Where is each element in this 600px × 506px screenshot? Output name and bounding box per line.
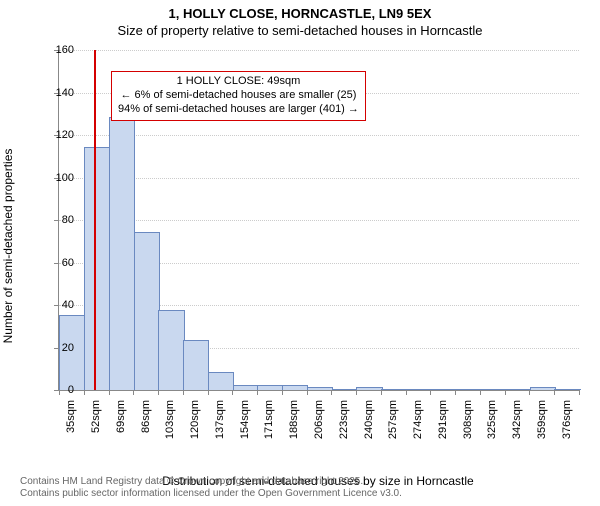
- histogram-bar: [307, 387, 333, 390]
- xtick-label: 154sqm: [239, 400, 251, 439]
- xtick-mark: [307, 390, 308, 395]
- footer-line-2: Contains public sector information licen…: [20, 488, 402, 500]
- histogram-bar: [134, 232, 160, 390]
- histogram-bar: [431, 389, 457, 390]
- xtick-label: 171sqm: [263, 400, 275, 439]
- xtick-mark: [505, 390, 506, 395]
- annotation-line: 94% of semi-detached houses are larger (…: [118, 103, 359, 117]
- xtick-mark: [430, 390, 431, 395]
- xtick-label: 120sqm: [189, 400, 201, 439]
- xtick-label: 376sqm: [561, 400, 573, 439]
- xtick-label: 308sqm: [462, 400, 474, 439]
- xtick-mark: [257, 390, 258, 395]
- xtick-mark: [356, 390, 357, 395]
- histogram-chart: Number of semi-detached properties 35sqm…: [0, 46, 600, 441]
- page-subtitle: Size of property relative to semi-detach…: [0, 23, 600, 38]
- xtick-label: 52sqm: [90, 400, 102, 433]
- xtick-label: 240sqm: [363, 400, 375, 439]
- xtick-label: 206sqm: [313, 400, 325, 439]
- xtick-mark: [331, 390, 332, 395]
- xtick-mark: [133, 390, 134, 395]
- xtick-mark: [109, 390, 110, 395]
- xtick-mark: [455, 390, 456, 395]
- histogram-bar: [381, 389, 407, 390]
- gridline: [59, 50, 579, 51]
- xtick-label: 69sqm: [115, 400, 127, 433]
- xtick-mark: [183, 390, 184, 395]
- histogram-bar: [332, 389, 358, 390]
- xtick-label: 325sqm: [486, 400, 498, 439]
- histogram-bar: [158, 310, 184, 390]
- footer-line-1: Contains HM Land Registry data © Crown c…: [20, 476, 402, 488]
- histogram-bar: [530, 387, 556, 390]
- ytick-label: 20: [34, 342, 74, 354]
- page-title-address: 1, HOLLY CLOSE, HORNCASTLE, LN9 5EX: [0, 6, 600, 21]
- annotation-line: 1 HOLLY CLOSE: 49sqm: [118, 75, 359, 89]
- xtick-mark: [529, 390, 530, 395]
- xtick-mark: [282, 390, 283, 395]
- gridline: [59, 220, 579, 221]
- ytick-label: 60: [34, 257, 74, 269]
- gridline: [59, 135, 579, 136]
- xtick-mark: [406, 390, 407, 395]
- xtick-label: 188sqm: [288, 400, 300, 439]
- xtick-mark: [554, 390, 555, 395]
- annotation-box: 1 HOLLY CLOSE: 49sqm← 6% of semi-detache…: [111, 71, 366, 120]
- xtick-mark: [208, 390, 209, 395]
- xtick-label: 291sqm: [437, 400, 449, 439]
- xtick-mark: [84, 390, 85, 395]
- histogram-bar: [109, 117, 135, 390]
- histogram-bar: [554, 389, 580, 390]
- histogram-bar: [257, 385, 283, 390]
- ytick-label: 0: [34, 384, 74, 396]
- xtick-label: 342sqm: [511, 400, 523, 439]
- ytick-label: 40: [34, 299, 74, 311]
- histogram-bar: [505, 389, 531, 390]
- histogram-bar: [455, 389, 481, 390]
- xtick-mark: [232, 390, 233, 395]
- histogram-bar: [356, 387, 382, 390]
- xtick-label: 223sqm: [338, 400, 350, 439]
- attribution-footer: Contains HM Land Registry data © Crown c…: [20, 476, 402, 500]
- xtick-label: 257sqm: [387, 400, 399, 439]
- plot-area: 35sqm52sqm69sqm86sqm103sqm120sqm137sqm15…: [58, 50, 579, 391]
- property-marker-line: [94, 50, 96, 390]
- histogram-bar: [480, 389, 506, 390]
- ytick-label: 120: [34, 129, 74, 141]
- histogram-bar: [282, 385, 308, 390]
- xtick-label: 35sqm: [65, 400, 77, 433]
- histogram-bar: [183, 340, 209, 390]
- ytick-label: 160: [34, 44, 74, 56]
- ytick-label: 80: [34, 214, 74, 226]
- histogram-bar: [233, 385, 259, 390]
- histogram-bar: [84, 147, 110, 390]
- histogram-bar: [406, 389, 432, 390]
- annotation-line: ← 6% of semi-detached houses are smaller…: [118, 89, 359, 103]
- y-axis-label: Number of semi-detached properties: [1, 149, 15, 344]
- xtick-label: 86sqm: [140, 400, 152, 433]
- ytick-label: 100: [34, 172, 74, 184]
- ytick-label: 140: [34, 87, 74, 99]
- xtick-label: 103sqm: [164, 400, 176, 439]
- gridline: [59, 178, 579, 179]
- xtick-label: 359sqm: [536, 400, 548, 439]
- xtick-mark: [579, 390, 580, 395]
- histogram-bar: [208, 372, 234, 390]
- xtick-label: 274sqm: [412, 400, 424, 439]
- xtick-mark: [480, 390, 481, 395]
- xtick-mark: [158, 390, 159, 395]
- xtick-mark: [381, 390, 382, 395]
- xtick-label: 137sqm: [214, 400, 226, 439]
